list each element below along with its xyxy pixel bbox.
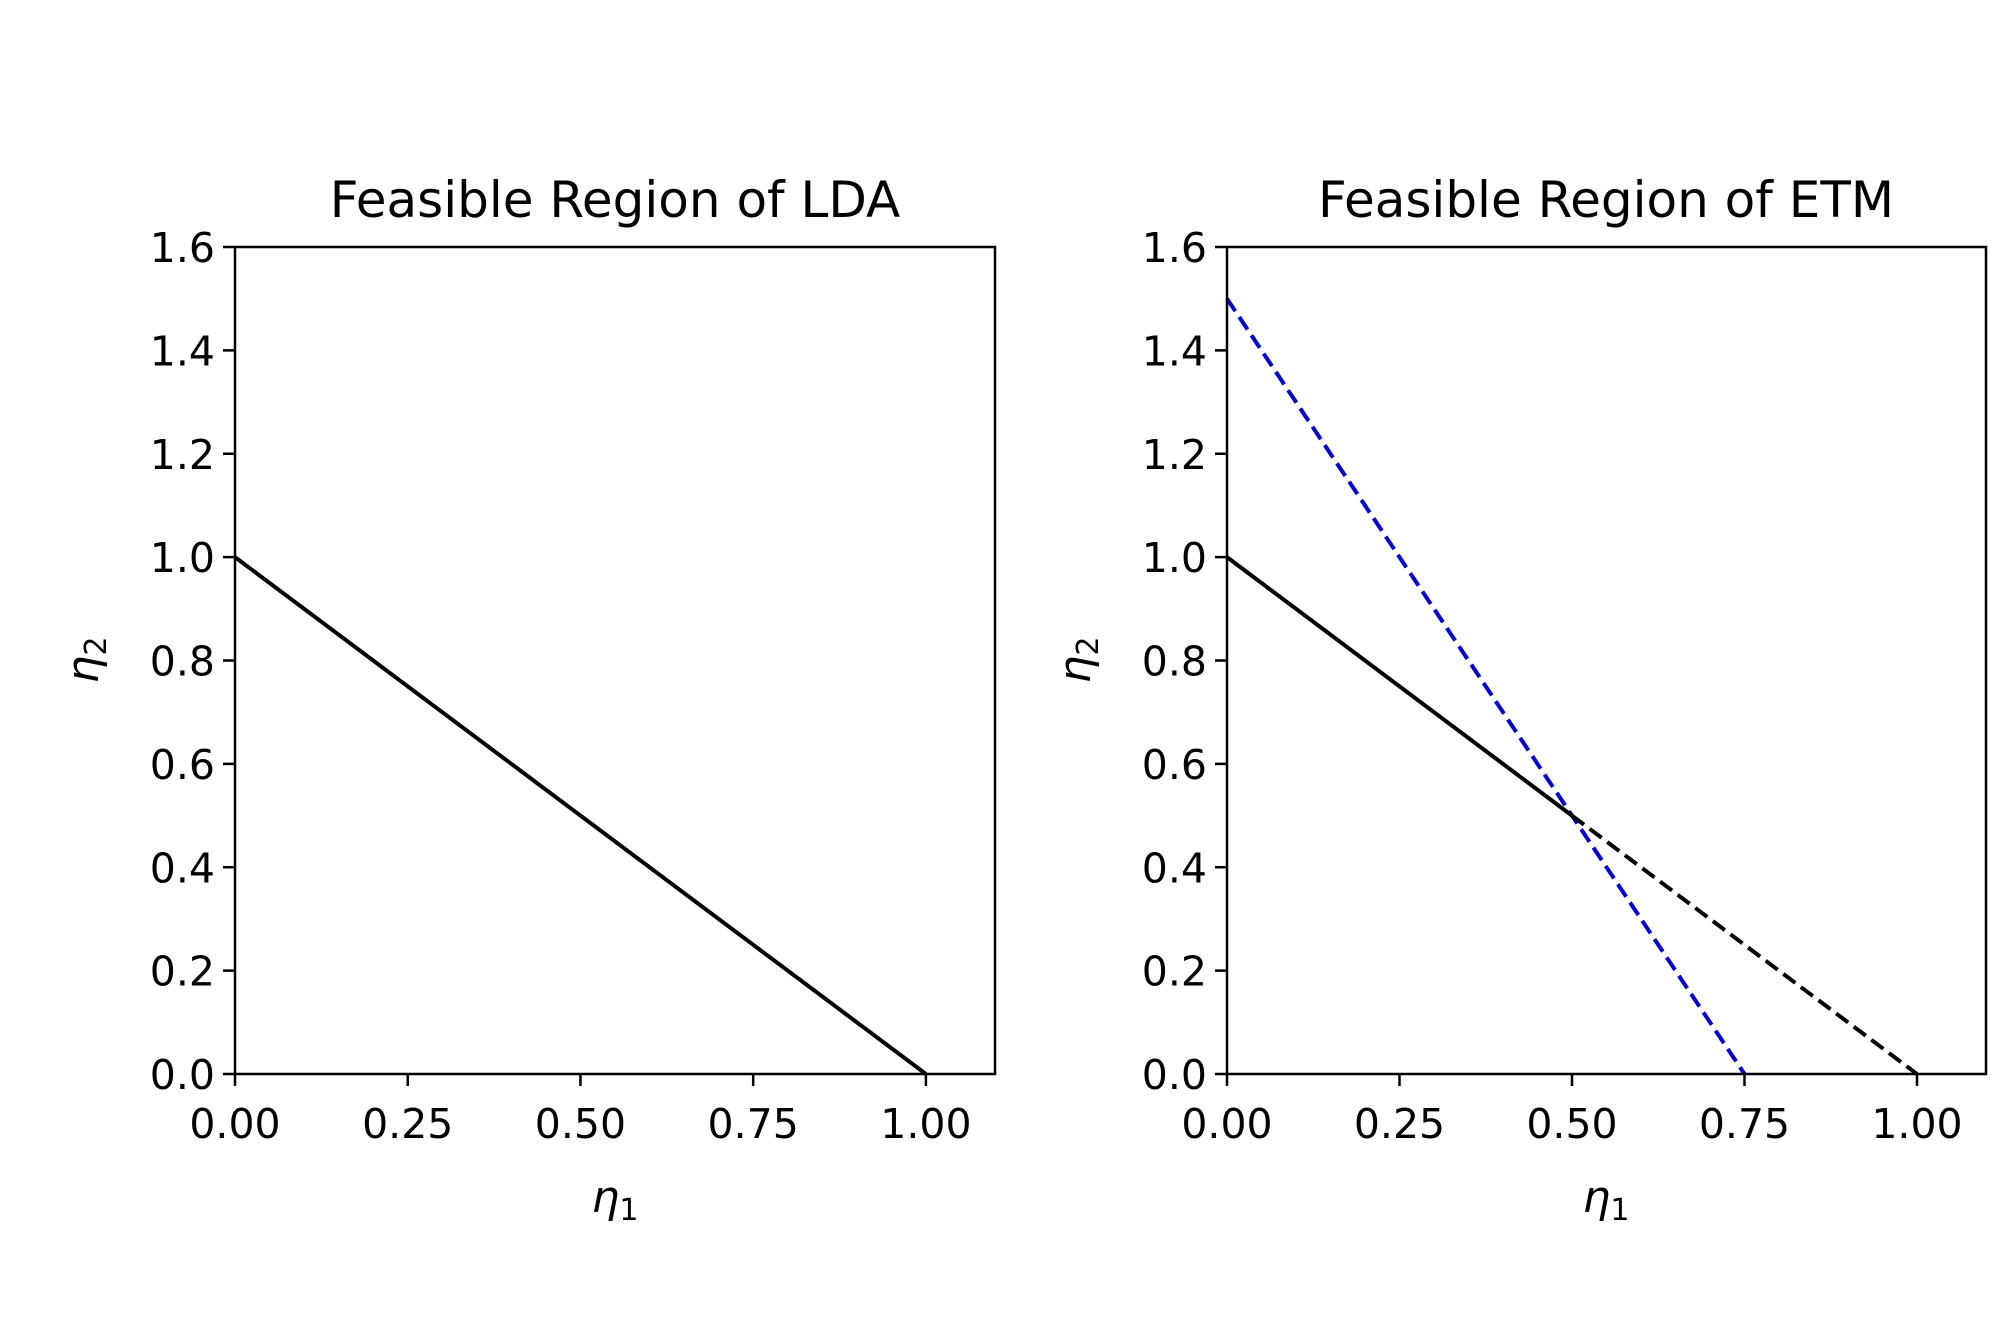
y-tick-label: 0.8 <box>150 638 215 686</box>
ticks-layer: 0.00 0.25 0.50 0.75 1.00 0.0 0.2 0.4 0.6 0.8 1.0 1.… <box>150 224 972 1148</box>
x-tick-label: 1.00 <box>880 1100 971 1148</box>
y-tick-label: 0.2 <box>150 948 215 996</box>
x-axis-label-symbol: η <box>592 1172 620 1223</box>
x-tick-label: 0.25 <box>362 1100 453 1148</box>
x-tick-label: 0.00 <box>189 1100 280 1148</box>
series-line-2 <box>1225 555 1574 818</box>
x-tick-label: 0.75 <box>708 1100 799 1148</box>
y-tick-label: 0.2 <box>1142 948 1207 996</box>
chart-title: Feasible Region of ETM <box>1318 171 1894 229</box>
y-tick-label: 0.0 <box>1142 1051 1207 1099</box>
x-axis-label-symbol: η <box>1583 1172 1611 1223</box>
y-axis-label-symbol: η <box>58 656 109 684</box>
x-axis-label-subscript: 1 <box>619 1193 638 1228</box>
x-tick-label: 1.00 <box>1871 1100 1962 1148</box>
y-tick-label: 1.2 <box>150 431 215 479</box>
y-tick-label: 0.0 <box>150 1051 215 1099</box>
x-tick-label: 0.00 <box>1181 1100 1272 1148</box>
series-line-3 <box>1570 813 1919 1076</box>
chart-title: Feasible Region of LDA <box>330 171 900 229</box>
y-tick-label: 0.6 <box>150 741 215 789</box>
x-tick-label: 0.75 <box>1699 1100 1790 1148</box>
series-layer <box>233 555 928 1076</box>
y-tick-label: 0.4 <box>150 844 215 892</box>
y-tick-label: 1.2 <box>1142 431 1207 479</box>
y-axis-label-symbol: η <box>1050 656 1101 684</box>
y-tick-label: 0.8 <box>1142 638 1207 686</box>
ticks-layer: 0.00 0.25 0.50 0.75 1.00 0.0 0.2 0.4 0.6 0.8 1.0 1.… <box>1142 224 1963 1148</box>
x-axis-label-subscript: 1 <box>1610 1193 1629 1228</box>
y-tick-label: 1.4 <box>1142 327 1207 375</box>
y-tick-label: 1.0 <box>150 534 215 582</box>
x-axis-label: η1 <box>592 1172 639 1228</box>
y-tick-label: 1.6 <box>150 224 215 272</box>
series-line-1 <box>1225 297 1747 1076</box>
y-tick-label: 1.4 <box>150 327 215 375</box>
chart-panel-lda: Feasible Region of LDA 0.00 0.25 0.50 0.75 1… <box>58 171 997 1228</box>
x-tick-label: 0.25 <box>1354 1100 1445 1148</box>
y-tick-label: 0.4 <box>1142 844 1207 892</box>
y-tick-label: 1.6 <box>1142 224 1207 272</box>
x-axis-label: η1 <box>1583 1172 1630 1228</box>
x-tick-label: 0.50 <box>535 1100 626 1148</box>
series-line-1 <box>233 555 928 1076</box>
chart-panel-etm: Feasible Region of ETM 0.00 0.25 0.50 0.75 1… <box>1050 171 1988 1228</box>
y-axis-label: η2 <box>1050 637 1106 684</box>
x-tick-label: 0.50 <box>1526 1100 1617 1148</box>
y-axis-label-subscript: 2 <box>79 637 114 656</box>
series-layer <box>1225 297 1919 1076</box>
y-tick-label: 0.6 <box>1142 741 1207 789</box>
y-axis-label: η2 <box>58 637 114 684</box>
y-tick-label: 1.0 <box>1142 534 1207 582</box>
y-axis-label-subscript: 2 <box>1071 637 1106 656</box>
